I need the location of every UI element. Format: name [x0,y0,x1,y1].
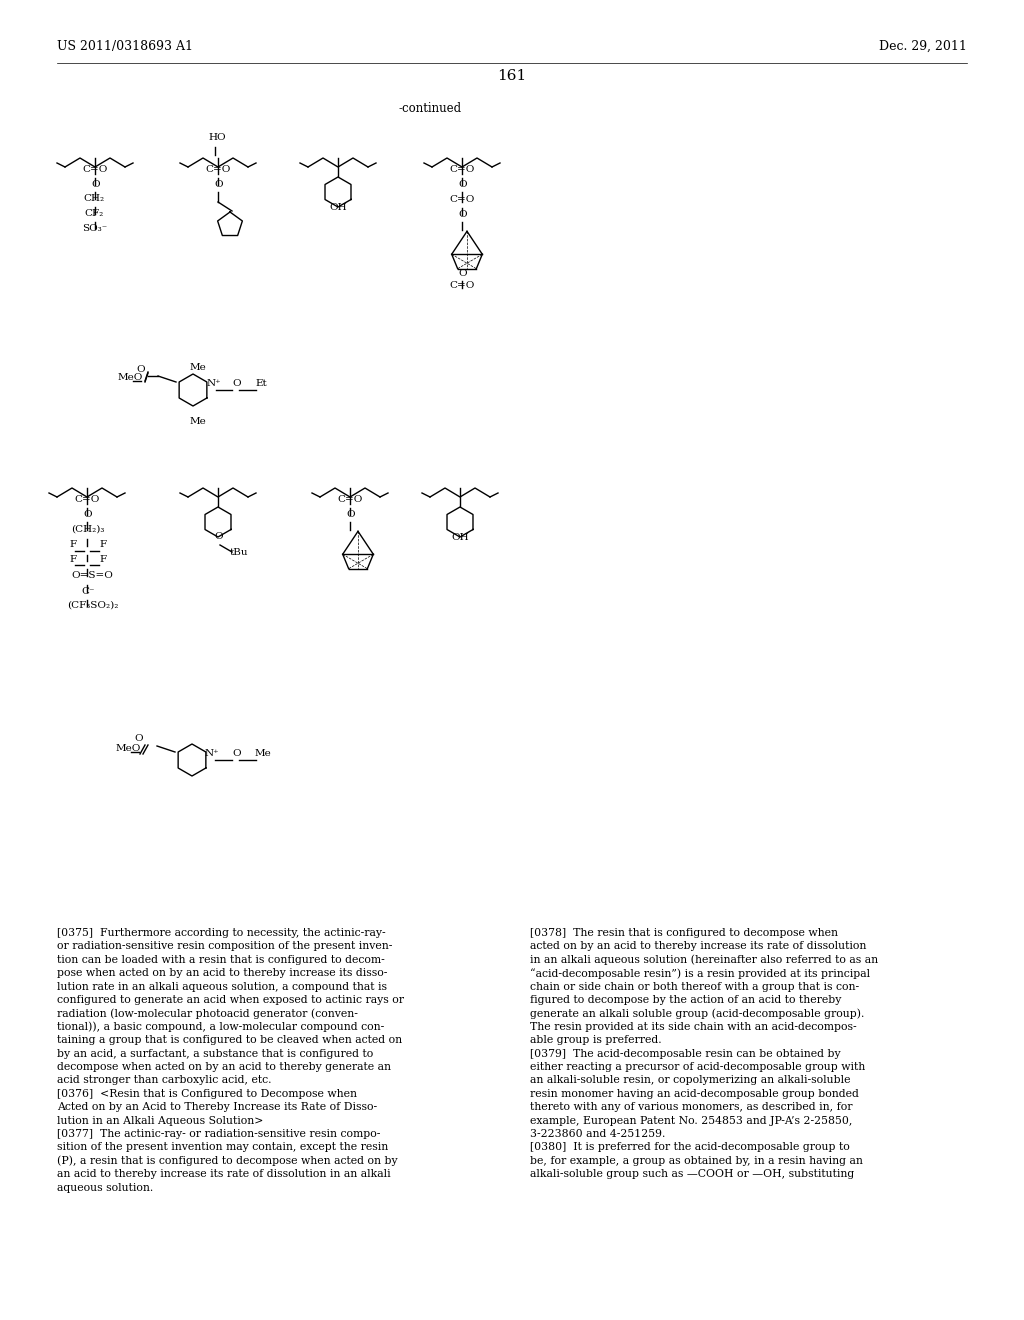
Text: C=O: C=O [74,495,99,504]
Text: C=O: C=O [337,495,362,504]
Text: C=O: C=O [205,165,230,174]
Text: O: O [458,269,467,279]
Text: tBu: tBu [230,548,249,557]
Text: F: F [99,540,106,549]
Text: O: O [91,180,99,189]
Text: Me: Me [190,417,207,426]
Text: C=O: C=O [449,165,474,174]
Text: O: O [232,379,241,388]
Text: HO: HO [208,133,225,143]
Text: 161: 161 [498,69,526,83]
Text: [0378]  The resin that is configured to decompose when: [0378] The resin that is configured to d… [530,928,838,939]
Text: an acid to thereby increase its rate of dissolution in an alkali: an acid to thereby increase its rate of … [57,1170,390,1179]
Text: radiation (low-molecular photoacid generator (conven-: radiation (low-molecular photoacid gener… [57,1008,357,1019]
Text: example, European Patent No. 254853 and JP-A’s 2-25850,: example, European Patent No. 254853 and … [530,1115,852,1126]
Text: Et: Et [255,379,266,388]
Text: O: O [134,734,142,743]
Text: N⁺: N⁺ [207,379,221,388]
Text: [0377]  The actinic-ray- or radiation-sensitive resin compo-: [0377] The actinic-ray- or radiation-sen… [57,1129,380,1139]
Text: O=S=O: O=S=O [71,572,113,579]
Text: configured to generate an acid when exposed to actinic rays or: configured to generate an acid when expo… [57,995,404,1005]
Text: O: O [346,510,354,519]
Text: pose when acted on by an acid to thereby increase its disso-: pose when acted on by an acid to thereby… [57,968,387,978]
Text: by an acid, a surfactant, a substance that is configured to: by an acid, a surfactant, a substance th… [57,1048,374,1059]
Text: O: O [214,532,222,541]
Text: C=O: C=O [449,195,474,205]
Text: tional)), a basic compound, a low-molecular compound con-: tional)), a basic compound, a low-molecu… [57,1022,384,1032]
Text: C⁻: C⁻ [81,587,94,597]
Text: (CF₃SO₂)₂: (CF₃SO₂)₂ [67,601,119,610]
Text: O: O [83,510,91,519]
Text: in an alkali aqueous solution (hereinafter also referred to as an: in an alkali aqueous solution (hereinaft… [530,954,879,965]
Text: N⁺: N⁺ [205,748,219,758]
Text: lution rate in an alkali aqueous solution, a compound that is: lution rate in an alkali aqueous solutio… [57,982,387,991]
Text: C=O: C=O [449,281,474,290]
Text: [0380]  It is preferred for the acid-decomposable group to: [0380] It is preferred for the acid-deco… [530,1142,850,1152]
Text: aqueous solution.: aqueous solution. [57,1183,154,1192]
Text: C=O: C=O [82,165,108,174]
Text: acid stronger than carboxylic acid, etc.: acid stronger than carboxylic acid, etc. [57,1076,271,1085]
Text: taining a group that is configured to be cleaved when acted on: taining a group that is configured to be… [57,1035,402,1045]
Text: SO₃⁻: SO₃⁻ [82,224,108,234]
Text: resin monomer having an acid-decomposable group bonded: resin monomer having an acid-decomposabl… [530,1089,859,1098]
Text: or radiation-sensitive resin composition of the present inven-: or radiation-sensitive resin composition… [57,941,392,952]
Text: CH₂: CH₂ [83,194,104,203]
Text: Acted on by an Acid to Thereby Increase its Rate of Disso-: Acted on by an Acid to Thereby Increase … [57,1102,377,1113]
Text: generate an alkali soluble group (acid-decomposable group).: generate an alkali soluble group (acid-d… [530,1008,864,1019]
Text: “acid-decomposable resin”) is a resin provided at its principal: “acid-decomposable resin”) is a resin pr… [530,968,870,979]
Text: OH: OH [329,203,347,213]
Text: chain or side chain or both thereof with a group that is con-: chain or side chain or both thereof with… [530,982,859,991]
Text: O: O [458,180,467,189]
Text: lution in an Alkali Aqueous Solution>: lution in an Alkali Aqueous Solution> [57,1115,263,1126]
Text: thereto with any of various monomers, as described in, for: thereto with any of various monomers, as… [530,1102,853,1113]
Text: be, for example, a group as obtained by, in a resin having an: be, for example, a group as obtained by,… [530,1156,863,1166]
Text: [0375]  Furthermore according to necessity, the actinic-ray-: [0375] Furthermore according to necessit… [57,928,386,939]
Text: F: F [99,554,106,564]
Text: [0376]  <Resin that is Configured to Decompose when: [0376] <Resin that is Configured to Deco… [57,1089,357,1098]
Text: Me: Me [255,748,271,758]
Text: (P), a resin that is configured to decompose when acted on by: (P), a resin that is configured to decom… [57,1156,397,1167]
Text: -continued: -continued [398,102,462,115]
Text: MeO: MeO [118,374,143,381]
Text: 3-223860 and 4-251259.: 3-223860 and 4-251259. [530,1129,666,1139]
Text: (CH₂)₃: (CH₂)₃ [71,525,104,535]
Text: US 2011/0318693 A1: US 2011/0318693 A1 [57,40,193,53]
Text: an alkali-soluble resin, or copolymerizing an alkali-soluble: an alkali-soluble resin, or copolymerizi… [530,1076,851,1085]
Text: alkali-soluble group such as —COOH or —OH, substituting: alkali-soluble group such as —COOH or —O… [530,1170,854,1179]
Text: decompose when acted on by an acid to thereby generate an: decompose when acted on by an acid to th… [57,1063,391,1072]
Text: either reacting a precursor of acid-decomposable group with: either reacting a precursor of acid-deco… [530,1063,865,1072]
Text: OH: OH [451,533,469,543]
Text: tion can be loaded with a resin that is configured to decom-: tion can be loaded with a resin that is … [57,954,385,965]
Text: Me: Me [190,363,207,372]
Text: Dec. 29, 2011: Dec. 29, 2011 [880,40,967,53]
Text: figured to decompose by the action of an acid to thereby: figured to decompose by the action of an… [530,995,842,1005]
Text: able group is preferred.: able group is preferred. [530,1035,662,1045]
Text: O: O [214,180,222,189]
Text: [0379]  The acid-decomposable resin can be obtained by: [0379] The acid-decomposable resin can b… [530,1048,841,1059]
Text: The resin provided at its side chain with an acid-decompos-: The resin provided at its side chain wit… [530,1022,857,1032]
Text: F: F [69,554,76,564]
Text: O: O [136,366,144,374]
Text: MeO: MeO [116,744,141,752]
Text: O: O [232,748,241,758]
Text: CF₂: CF₂ [84,209,103,218]
Text: F: F [69,540,76,549]
Text: O: O [458,210,467,219]
Text: acted on by an acid to thereby increase its rate of dissolution: acted on by an acid to thereby increase … [530,941,866,952]
Text: sition of the present invention may contain, except the resin: sition of the present invention may cont… [57,1142,388,1152]
